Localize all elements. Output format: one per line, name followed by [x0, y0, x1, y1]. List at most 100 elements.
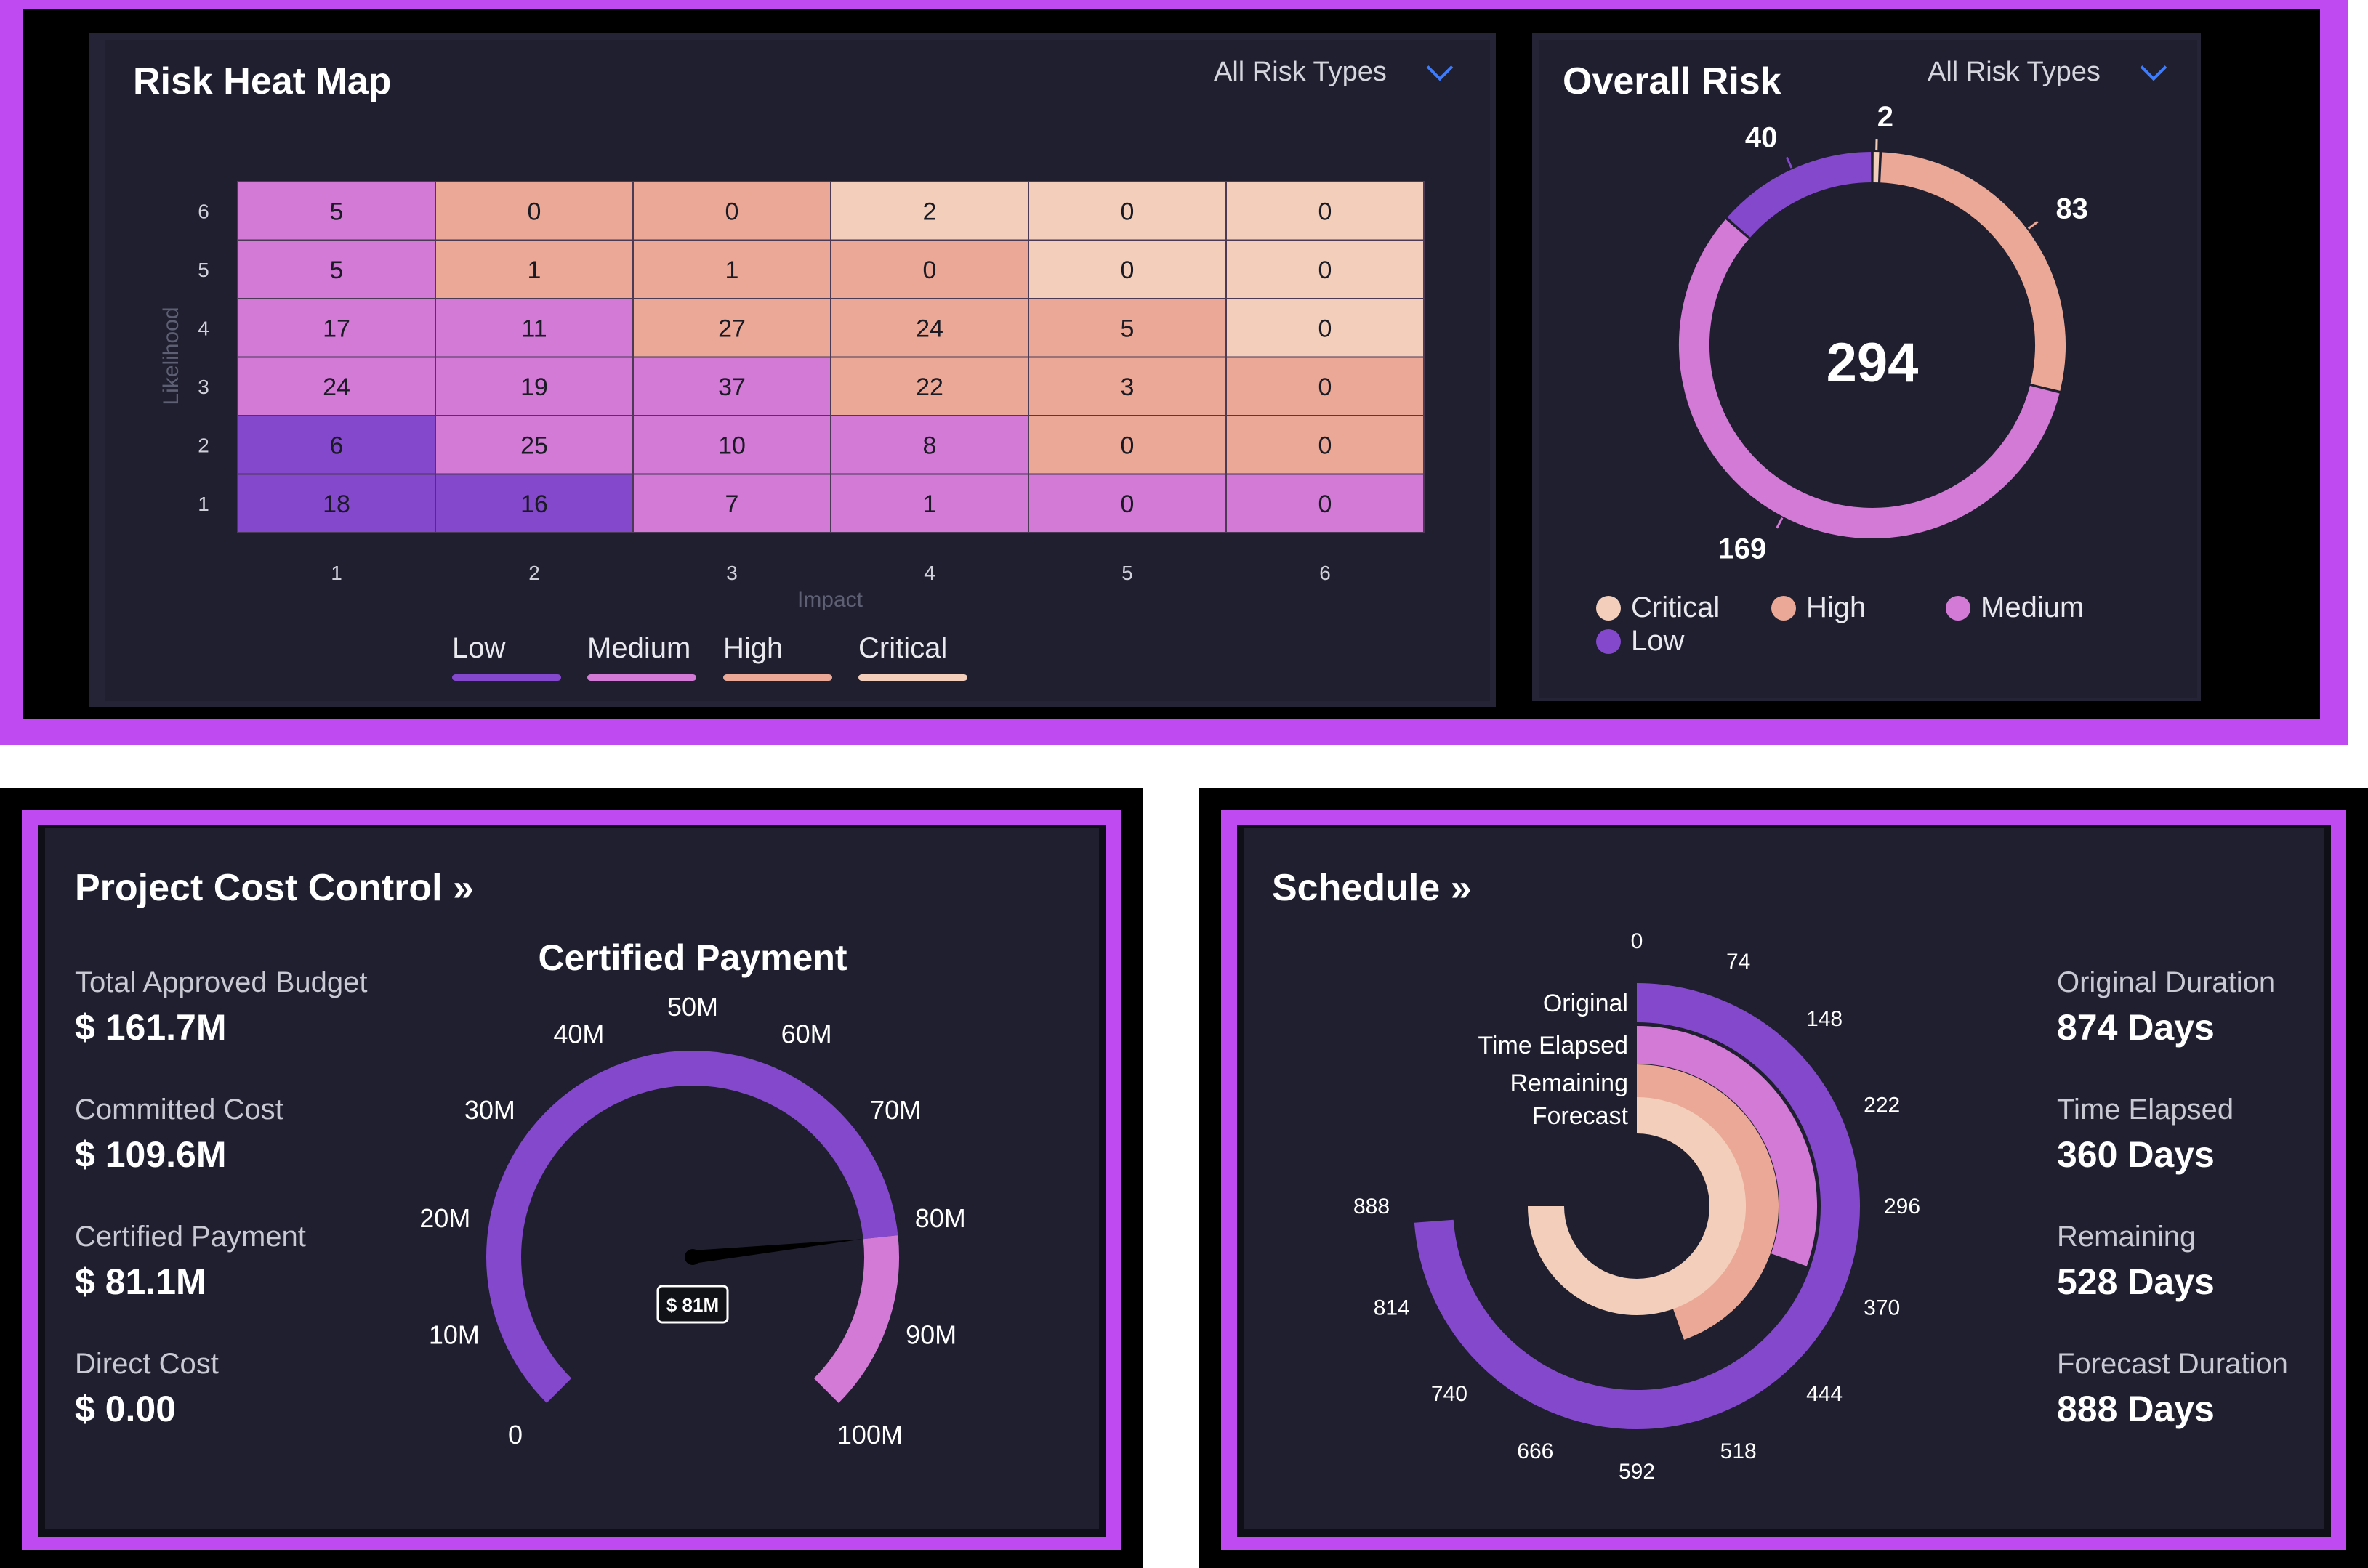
stat-label-forecast-duration: Forecast Duration: [2057, 1348, 2288, 1380]
cost-title[interactable]: Project Cost Control »: [75, 866, 474, 910]
gauge-tick-label: 20M: [419, 1203, 470, 1233]
heat-cell: [1028, 298, 1227, 358]
heat-cell-value: 0: [1318, 315, 1332, 342]
heat-legend-critical[interactable]: Critical: [858, 632, 967, 681]
legend-label: High: [1806, 591, 1866, 623]
heat-cell: [830, 181, 1029, 241]
gauge-remaining-arc: [813, 1235, 899, 1403]
donut-slice: [1727, 152, 1872, 238]
legend-label: High: [723, 632, 784, 664]
heat-cell-value: 11: [521, 315, 547, 342]
heat-cell-value: 27: [718, 315, 746, 342]
heat-cell-value: 1: [923, 490, 937, 518]
gauge-tick-label: 100M: [837, 1420, 903, 1450]
x-tick-label: 5: [1121, 562, 1133, 584]
schedule-series-label: Time Elapsed: [1478, 1032, 1628, 1059]
heat-legend-low[interactable]: Low: [452, 632, 561, 681]
y-tick-label: 3: [198, 376, 209, 398]
cost-title-text: Project Cost Control: [75, 867, 443, 909]
x-tick-label: 6: [1319, 562, 1331, 584]
donut-legend-critical[interactable]: Critical: [1596, 591, 1720, 624]
schedule-series-label: Remaining: [1510, 1070, 1628, 1097]
gauge-value-label: $ 81M: [666, 1294, 719, 1316]
heat-legend-high[interactable]: High: [723, 632, 832, 681]
heat-cell-value: 3: [1121, 373, 1135, 401]
heat-cell: [830, 239, 1029, 299]
legend-dot: [1946, 595, 1970, 621]
heat-map-title: Risk Heat Map: [133, 60, 392, 102]
schedule-title[interactable]: Schedule »: [1272, 866, 1472, 910]
legend-dot: [1596, 629, 1621, 654]
stat-label-remaining: Remaining: [2057, 1221, 2196, 1253]
schedule-radial-chart: Original Time Elapsed Remaining Forecast 0 74…: [1353, 929, 1920, 1484]
donut-slice-label: 40: [1745, 121, 1778, 153]
heat-cell: [435, 415, 634, 475]
legend-label: Low: [452, 632, 506, 664]
heat-cell: [632, 239, 831, 299]
schedule-tick-label: 814: [1374, 1296, 1410, 1320]
heat-cell: [1225, 239, 1425, 299]
heat-cell: [830, 356, 1029, 416]
x-tick-label: 3: [726, 562, 738, 584]
heat-cell-value: 0: [923, 256, 937, 284]
schedule-tick-label: 370: [1864, 1296, 1900, 1320]
stat-value-committed-cost: $ 109.6M: [75, 1134, 227, 1175]
gauge-tick-label: 40M: [553, 1019, 604, 1049]
x-tick-label: 2: [528, 562, 540, 584]
schedule-tick-label: 666: [1517, 1439, 1553, 1463]
heat-cell-value: 0: [1318, 198, 1332, 225]
donut-slice: [1880, 152, 2066, 391]
donut-slice-label: 2: [1877, 102, 1893, 133]
schedule-bar: [1636, 1026, 1817, 1266]
stat-value-forecast-duration: 888 Days: [2057, 1389, 2215, 1429]
heat-map-chart: Likelihood Impact 5 0 0 2 0 05 1 1 0 0 017 11 27 24 5 0…: [159, 181, 1425, 610]
double-chevron-right-icon: »: [453, 867, 474, 909]
cost-panel-inner: [45, 828, 1099, 1529]
donut-legend-high[interactable]: High: [1771, 591, 1866, 624]
y-tick-label: 6: [198, 200, 209, 222]
heat-legend-medium[interactable]: Medium: [587, 632, 696, 681]
stat-value-certified-payment: $ 81.1M: [75, 1261, 206, 1302]
gauge-tick-label: 80M: [915, 1203, 966, 1233]
gauge-tick-label: 30M: [464, 1095, 515, 1125]
donut-slice: [1679, 219, 2060, 538]
x-tick-label: 1: [331, 562, 342, 584]
dropdown-label: All Risk Types: [1214, 57, 1387, 87]
heat-cell-value: 16: [520, 490, 548, 518]
donut-slice-label: 169: [1718, 533, 1767, 565]
donut-legend-medium[interactable]: Medium: [1946, 591, 2084, 624]
gauge-tick-label: 50M: [667, 992, 718, 1022]
heat-cell-value: 1: [528, 256, 541, 284]
stat-value-approved-budget: $ 161.7M: [75, 1007, 227, 1048]
donut-legend-low[interactable]: Low: [1596, 625, 1684, 658]
heat-cell: [435, 473, 634, 533]
heat-cell-value: 24: [323, 373, 350, 401]
heat-cell-value: 0: [1121, 256, 1135, 284]
y-axis-label: Likelihood: [159, 307, 183, 405]
heat-cell-value: 25: [520, 432, 548, 459]
heat-cell-value: 19: [520, 373, 548, 401]
x-tick-label: 4: [924, 562, 935, 584]
stat-label-time-elapsed: Time Elapsed: [2057, 1094, 2234, 1126]
heat-map-risk-type-dropdown[interactable]: All Risk Types: [1214, 54, 1454, 88]
stat-label-certified-payment: Certified Payment: [75, 1221, 306, 1253]
schedule-title-text: Schedule: [1272, 867, 1441, 909]
gauge-tick-label: 0: [508, 1420, 523, 1450]
schedule-tick-label: 740: [1431, 1382, 1467, 1406]
schedule-tick-label: 74: [1726, 950, 1750, 974]
heat-cell-value: 22: [916, 373, 943, 401]
legend-swatch: [858, 674, 967, 681]
gauge-needle: [692, 1239, 863, 1264]
schedule-tick-label: 296: [1884, 1195, 1920, 1219]
legend-swatch: [723, 674, 832, 681]
schedule-tick-label: 888: [1353, 1195, 1390, 1219]
heat-cell-value: 0: [528, 198, 541, 225]
heat-cell-value: 0: [1121, 198, 1135, 225]
stat-value-original-duration: 874 Days: [2057, 1007, 2215, 1048]
heat-cell-value: 0: [1318, 256, 1332, 284]
heat-cell-value: 24: [916, 315, 943, 342]
heat-cell: [830, 298, 1029, 358]
overall-risk-type-dropdown[interactable]: All Risk Types: [1928, 54, 2167, 88]
schedule-bar: [1528, 1097, 1746, 1315]
heat-cell-value: 37: [718, 373, 746, 401]
